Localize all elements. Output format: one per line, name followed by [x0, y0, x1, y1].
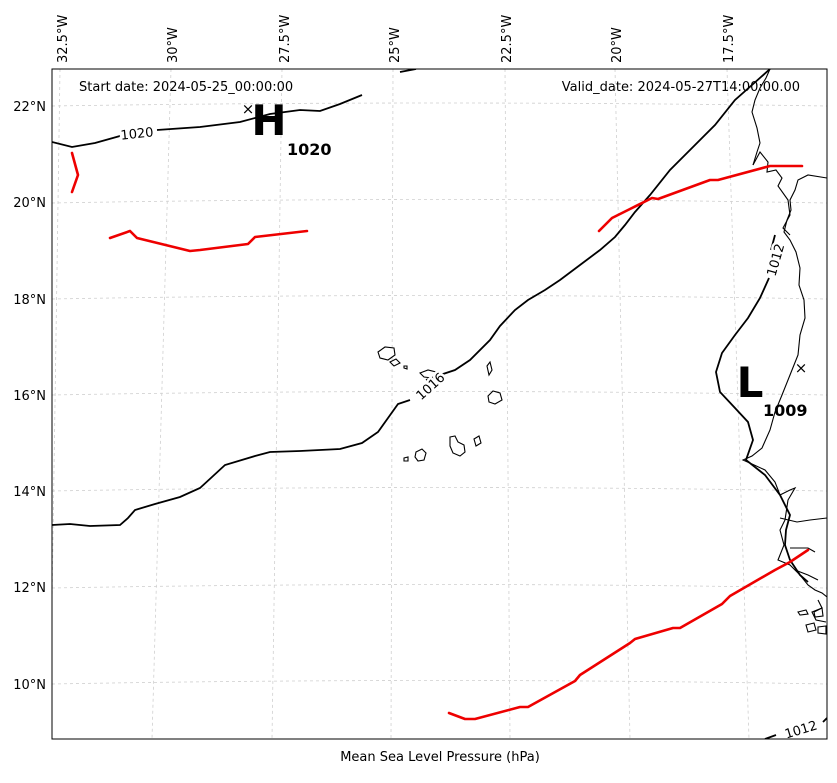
island-santo-antao — [377, 346, 396, 361]
fronts — [70, 151, 810, 721]
meridian-line — [614, 69, 631, 739]
island-fogo — [414, 448, 427, 462]
lon-tick-27-5w: 27.5°W — [278, 15, 293, 63]
graticule — [52, 69, 827, 739]
front-line — [70, 151, 80, 194]
map-frame — [51, 68, 828, 740]
parallel-line — [52, 680, 827, 685]
front-line — [597, 164, 804, 233]
parallel-line — [52, 487, 827, 492]
lon-tick-22-5w: 22.5°W — [500, 15, 515, 63]
lon-tick-30w: 30°W — [166, 27, 181, 63]
parallel-line — [52, 199, 827, 204]
parallel-line — [52, 584, 827, 589]
valid-date-text: Valid_date: 2024-05-27T14:00:00.00 — [562, 80, 800, 95]
lon-tick-25w: 25°W — [388, 27, 403, 63]
map-caption: Mean Sea Level Pressure (hPa) — [340, 750, 540, 765]
isobars — [52, 69, 827, 739]
meridian-line — [390, 69, 394, 739]
parallel-line — [52, 391, 827, 396]
meridian-line — [726, 69, 750, 739]
high-center-marker-icon: × — [242, 100, 255, 118]
island-santiago — [449, 435, 466, 457]
start-date-text: Start date: 2024-05-25_00:00:00 — [79, 80, 293, 95]
parallel-line — [52, 102, 827, 107]
cape-verde-islands — [377, 346, 503, 462]
coastline — [751, 69, 771, 166]
high-center-letter: H — [251, 96, 286, 145]
island — [813, 607, 824, 618]
lon-tick-17-5w: 17.5°W — [722, 15, 737, 63]
coastline — [811, 599, 827, 623]
island-sao-vicente — [389, 358, 401, 367]
low-center-value: 1009 — [763, 401, 808, 420]
high-center-value: 1020 — [287, 140, 332, 159]
coastline — [794, 569, 819, 581]
lat-tick-10n: 10°N — [13, 678, 46, 693]
low-pressure-center: × L 1009 — [737, 358, 808, 420]
meridian-line — [271, 69, 283, 739]
high-pressure-center: × H 1020 — [242, 96, 332, 159]
isobar-labels: 1020 1016 1012 1012 — [117, 123, 821, 739]
lon-tick-32-5w: 32.5°W — [56, 15, 71, 63]
island-maio — [473, 435, 482, 447]
island-boa-vista — [487, 390, 503, 405]
low-center-marker-icon: × — [795, 359, 808, 377]
lat-tick-18n: 18°N — [13, 293, 46, 308]
isobar-1012-southeast-line — [764, 717, 827, 739]
longitude-tick-labels: 32.5°W 30°W 27.5°W 25°W 22.5°W 20°W 17.5… — [56, 15, 737, 63]
island-brava — [403, 456, 409, 462]
island — [817, 625, 827, 635]
front-line — [108, 229, 309, 253]
coastline — [741, 174, 827, 598]
island-santa-luzia — [403, 365, 408, 370]
latitude-tick-labels: 22°N 20°N 18°N 16°N 14°N 12°N 10°N — [13, 100, 46, 693]
isobar-1016-line — [52, 69, 771, 527]
isobar-1012-coastal-line — [715, 234, 809, 583]
lat-tick-20n: 20°N — [13, 196, 46, 211]
coastline — [779, 517, 827, 523]
island — [797, 609, 809, 616]
lat-tick-16n: 16°N — [13, 389, 46, 404]
island-sal — [486, 360, 493, 377]
front-line — [447, 548, 810, 721]
meridian-line — [151, 69, 172, 739]
isobar-label-1012-coastal: 1012 — [765, 242, 789, 278]
header-bar: Start date: 2024-05-25_00:00:00 Valid_da… — [79, 80, 800, 95]
meridian-line — [504, 69, 511, 739]
lat-tick-14n: 14°N — [13, 485, 46, 500]
coastline — [790, 547, 816, 553]
parallel-line — [52, 295, 827, 300]
island — [805, 622, 817, 633]
isobar-label-1020: 1020 — [120, 125, 154, 143]
low-center-letter: L — [737, 358, 764, 407]
lat-tick-22n: 22°N — [13, 100, 46, 115]
coastline — [752, 151, 791, 236]
lat-tick-12n: 12°N — [13, 581, 46, 596]
lon-tick-20w: 20°W — [610, 27, 625, 63]
coastline-africa — [741, 69, 827, 635]
